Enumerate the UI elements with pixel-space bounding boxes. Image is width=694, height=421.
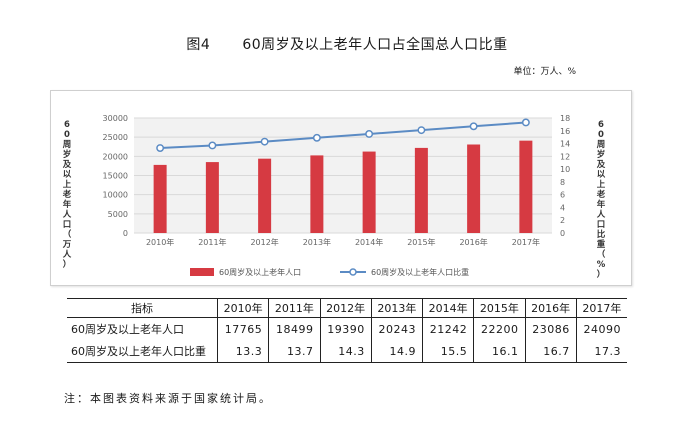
legend-bar-label: 60周岁及以上老年人口 xyxy=(219,267,301,277)
y-left-tick-label: 0 xyxy=(123,229,128,238)
legend-bar-swatch xyxy=(190,268,214,276)
y-right-tick-label: 16 xyxy=(560,127,570,136)
bar xyxy=(258,158,272,233)
table-cell: 19390 xyxy=(319,317,372,340)
combo-chart: 0 5000 10000 15000 20000 25000 30000 0 2 4 6 8 10 12 1… xyxy=(62,114,606,280)
figure-label: 图4 xyxy=(186,37,211,53)
bar xyxy=(310,155,324,233)
table-row: 60周岁及以上老年人口 17765 18499 19390 20243 21242 2220… xyxy=(67,317,627,340)
table-cell: 15.5 xyxy=(421,340,474,363)
x-tick-label: 2014年 xyxy=(355,237,383,247)
y-right-tick-label: 0 xyxy=(560,229,565,238)
bar xyxy=(467,144,481,233)
bar xyxy=(153,164,167,233)
x-tick-label: 2012年 xyxy=(250,237,278,247)
x-tick-label: 2010年 xyxy=(146,237,174,247)
table-cell: 17.3 xyxy=(575,340,627,363)
table-body: 60周岁及以上老年人口 17765 18499 19390 20243 21242 2220… xyxy=(67,317,627,363)
y-right-tick-label: 8 xyxy=(560,178,565,187)
table-cell: 18499 xyxy=(268,317,320,340)
x-tick-label: 2017年 xyxy=(512,237,540,247)
table-cell: 23086 xyxy=(524,317,577,340)
y-right-axis-title: 6 0 周岁及以上老年人口比重（%） xyxy=(596,120,606,280)
table-header-cell: 2013年 xyxy=(370,298,423,318)
x-tick-label: 2011年 xyxy=(198,237,226,247)
line-point xyxy=(208,141,217,150)
line-point xyxy=(156,144,165,152)
table-cell: 13.3 xyxy=(216,340,269,363)
line-point xyxy=(469,122,478,131)
table-cell: 16.1 xyxy=(473,340,525,363)
table-cell: 24090 xyxy=(575,317,627,340)
y-right-tick-label: 12 xyxy=(560,152,570,161)
source-note: 注：本图表资料来源于国家统计局。 xyxy=(64,392,272,405)
unit-label: 单位：万人、% xyxy=(513,67,576,77)
bar xyxy=(205,162,219,233)
bar xyxy=(362,151,376,233)
y-right-tick-label: 6 xyxy=(560,191,565,200)
table-cell: 17765 xyxy=(216,317,269,340)
bar xyxy=(519,140,533,233)
table-header-row: 指标 2010年 2011年 2012年 2013年 2014年 2015年 2016年 201… xyxy=(67,298,627,318)
y-left-tick-label: 30000 xyxy=(103,114,128,123)
table-row: 60周岁及以上老年人口比重 13.3 13.7 14.3 14.9 15.5 16.1 16.… xyxy=(67,340,627,363)
y-left-tick-label: 5000 xyxy=(108,210,128,219)
y-right-tick-label: 18 xyxy=(560,114,570,123)
table-cell: 13.7 xyxy=(268,340,320,363)
table-header-cell: 2014年 xyxy=(421,298,474,318)
y-right-tick-label: 14 xyxy=(560,140,570,149)
table-header-cell: 2017年 xyxy=(575,298,627,318)
x-tick-label: 2016年 xyxy=(459,237,487,247)
line-point xyxy=(521,118,530,127)
figure-title: 图4 60周岁及以上老年人口占全国总人口比重 xyxy=(0,34,694,54)
row-label: 60周岁及以上老年人口 xyxy=(71,323,184,336)
table-header-cell: 2015年 xyxy=(473,298,525,318)
line-point xyxy=(417,126,426,135)
y-right-tick-label: 2 xyxy=(560,216,565,225)
legend-line-label: 60周岁及以上老年人口比重 xyxy=(371,267,469,277)
row-label: 60周岁及以上老年人口比重 xyxy=(67,340,218,363)
figure-title-text: 60周岁及以上老年人口占全国总人口比重 xyxy=(242,37,508,53)
table-cell: 16.7 xyxy=(524,340,577,363)
line-point xyxy=(365,130,374,138)
table-cell: 22200 xyxy=(473,317,525,340)
table-header-cell: 2011年 xyxy=(268,298,320,318)
table-header-cell: 指标 xyxy=(67,298,218,318)
y-right-tick-label: 4 xyxy=(560,203,565,212)
table-cell: 14.9 xyxy=(370,340,423,363)
y-left-tick-label: 10000 xyxy=(103,191,128,200)
x-tick-label: 2013年 xyxy=(303,237,331,247)
line-series xyxy=(160,121,526,150)
table-cell: 20243 xyxy=(370,317,423,340)
x-tick-label: 2015年 xyxy=(407,237,435,247)
bar xyxy=(414,147,428,233)
y-left-tick-label: 25000 xyxy=(103,133,128,142)
data-table: 指标 2010年 2011年 2012年 2013年 2014年 2015年 2016年 201… xyxy=(67,298,627,363)
y-left-tick-label: 20000 xyxy=(103,152,128,161)
legend-line-marker xyxy=(349,268,357,276)
line-point xyxy=(312,133,321,142)
y-left-tick-label: 15000 xyxy=(103,172,128,181)
table-header-cell: 2010年 xyxy=(216,298,269,318)
line-point xyxy=(260,137,269,146)
y-right-tick-label: 10 xyxy=(560,165,570,174)
table-cell: 21242 xyxy=(421,317,474,340)
table-header-cell: 2016年 xyxy=(524,298,577,318)
y-left-axis-title: 6 0 周岁及以上老年人口（万人） xyxy=(62,120,72,270)
table-header-cell: 2012年 xyxy=(319,298,372,318)
table-cell: 14.3 xyxy=(319,340,372,363)
